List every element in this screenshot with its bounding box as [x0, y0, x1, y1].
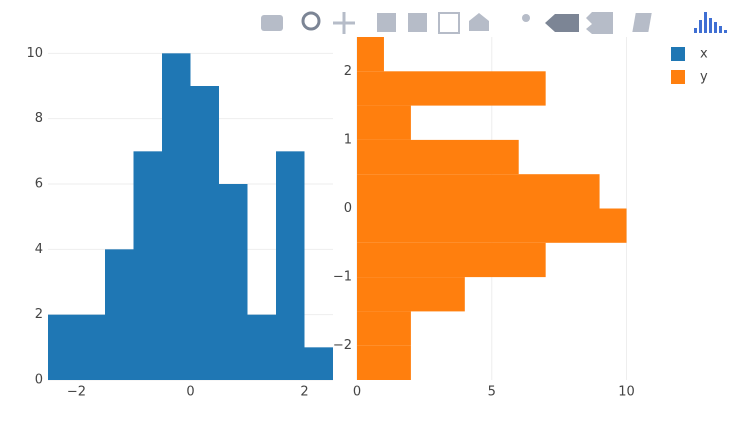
- hover-closest-icon[interactable]: [545, 14, 579, 32]
- bar: [357, 311, 411, 346]
- y-tick-label: 4: [35, 242, 43, 257]
- y-tick-label: 0: [344, 201, 352, 216]
- camera-icon[interactable]: [261, 15, 283, 31]
- pan-icon[interactable]: [333, 12, 355, 34]
- bar: [357, 71, 546, 106]
- bar: [357, 345, 411, 380]
- y-tick-label: 10: [26, 46, 43, 61]
- x-tick-label: 2: [300, 385, 308, 400]
- x-tick-label: −2: [67, 385, 86, 400]
- bar: [276, 151, 305, 380]
- reset-icon[interactable]: [469, 13, 489, 31]
- bar: [133, 151, 162, 380]
- x-tick-label: 10: [618, 385, 635, 400]
- modebar: [261, 11, 727, 34]
- hover-compare-icon[interactable]: [586, 12, 613, 34]
- legend-label: y: [700, 70, 708, 85]
- bar: [357, 174, 600, 209]
- bar: [357, 105, 411, 140]
- bar: [247, 314, 276, 380]
- bar: [219, 184, 248, 380]
- x-tick-label: 0: [186, 385, 194, 400]
- bar: [357, 242, 546, 278]
- y-tick-label: 8: [35, 111, 43, 126]
- y-tick-label: 0: [35, 373, 43, 388]
- legend-label: x: [700, 47, 708, 62]
- editor-icon[interactable]: [632, 13, 652, 32]
- y-tick-label: 2: [344, 64, 352, 79]
- bar: [357, 277, 465, 312]
- bar: [76, 314, 105, 380]
- bar: [48, 314, 77, 380]
- bar: [357, 37, 384, 72]
- bar: [105, 249, 134, 380]
- legend-swatch: [671, 47, 685, 61]
- bar: [357, 139, 519, 175]
- zoom-out-icon[interactable]: [408, 13, 427, 32]
- y-tick-label: −2: [333, 338, 352, 353]
- zoom-in-icon[interactable]: [377, 13, 396, 32]
- bar: [190, 86, 219, 380]
- autoscale-icon[interactable]: [438, 12, 460, 34]
- y-tick-label: −1: [333, 270, 352, 285]
- bar: [357, 208, 627, 243]
- bar: [304, 347, 333, 380]
- plotly-logo[interactable]: [694, 12, 727, 33]
- y-tick-label: 6: [35, 177, 43, 192]
- legend-swatch: [671, 70, 685, 84]
- y-tick-label: 1: [344, 132, 352, 147]
- x-tick-label: 0: [353, 385, 361, 400]
- x-tick-label: 5: [488, 385, 496, 400]
- spike-icon[interactable]: [522, 14, 530, 22]
- bar: [162, 53, 191, 380]
- y-tick-label: 2: [35, 307, 43, 322]
- zoom-icon[interactable]: [301, 11, 321, 31]
